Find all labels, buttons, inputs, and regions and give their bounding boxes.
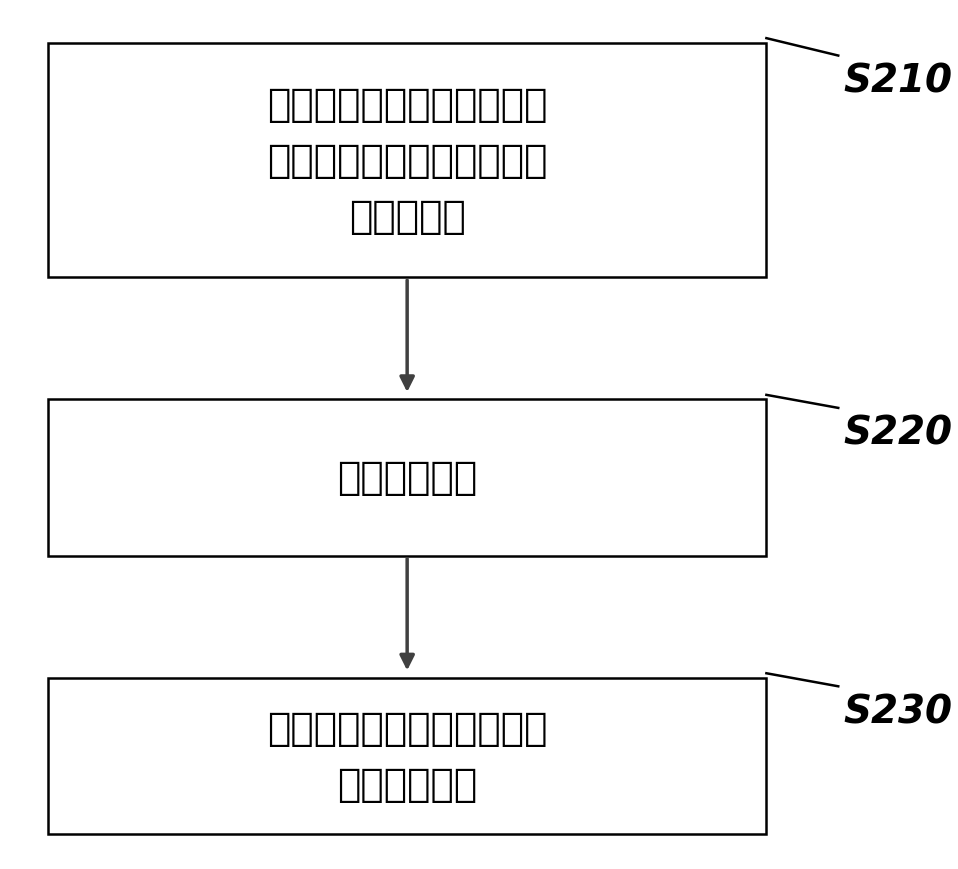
Text: S220: S220 — [843, 415, 952, 453]
FancyBboxPatch shape — [48, 678, 766, 834]
FancyBboxPatch shape — [48, 43, 766, 278]
FancyBboxPatch shape — [48, 400, 766, 556]
Text: 构造辅助向量: 构造辅助向量 — [337, 459, 477, 497]
Text: 通过内积计算得到每个接入
设备的权重值: 通过内积计算得到每个接入 设备的权重值 — [267, 709, 547, 803]
Text: S210: S210 — [843, 63, 952, 101]
Text: S230: S230 — [843, 693, 952, 731]
Text: 通过多维矩阵对每个设备名
称对应的一个或多个信号名
称进行统计: 通过多维矩阵对每个设备名 称对应的一个或多个信号名 称进行统计 — [267, 86, 547, 235]
